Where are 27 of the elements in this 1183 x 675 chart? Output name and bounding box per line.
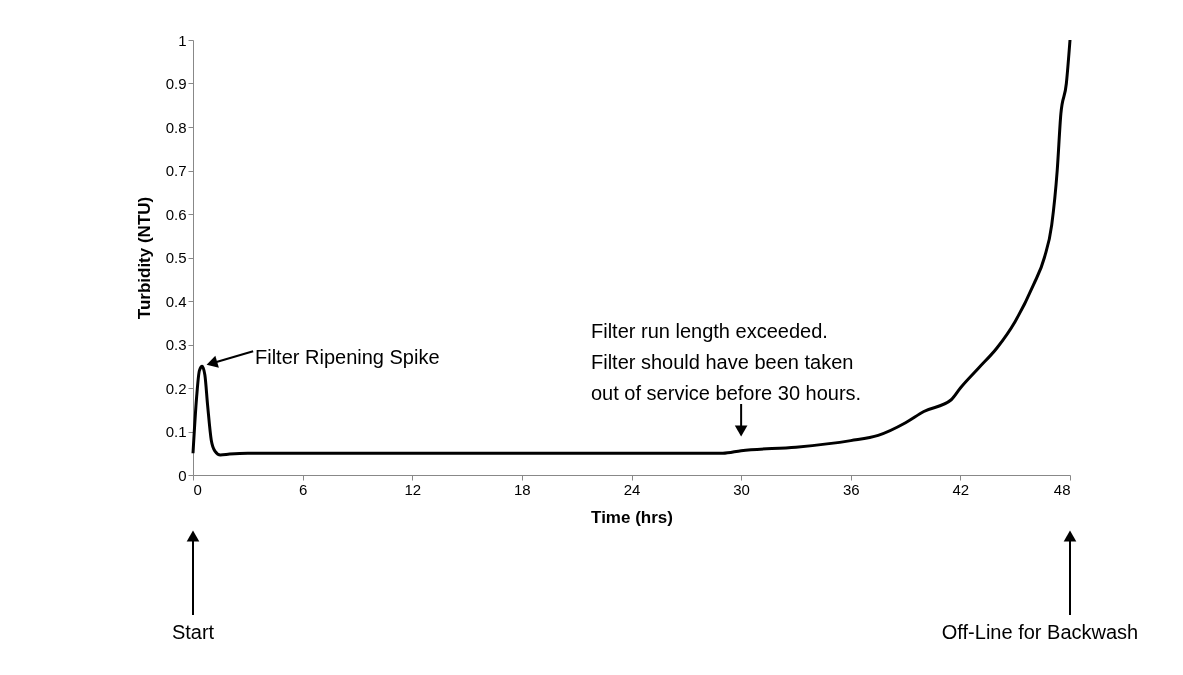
y-tick-label: 0.1 <box>165 423 187 440</box>
x-tick-label: 36 <box>842 480 860 498</box>
y-tick-label: 0.6 <box>165 205 187 223</box>
x-tick-label: 18 <box>514 480 531 498</box>
y-tick-label: 1 <box>178 31 187 49</box>
y-tick-label: 0.8 <box>165 118 187 136</box>
line-series <box>191 38 1072 457</box>
x-tick-label: 24 <box>623 480 641 498</box>
annotation: Filter Ripening Spike <box>255 346 440 368</box>
y-tick-label: 0.3 <box>165 336 187 353</box>
y-tick-label: 0.4 <box>165 292 187 310</box>
annotation: Filter run length exceeded. Filter should have been taken out of service before 30 hours. <box>591 320 862 404</box>
y-axis-title: Turbidity (NTU) <box>134 196 154 320</box>
text: Off-Line for Backwash <box>941 621 1139 643</box>
y-tick-label: 0.9 <box>165 75 187 92</box>
x-tick-label: 42 <box>952 480 970 498</box>
x-tick-label: 30 <box>733 480 750 498</box>
x-tick-label: 6 <box>298 480 308 498</box>
text: Start <box>171 621 215 643</box>
y-tick-label: 0 <box>178 466 187 484</box>
x-axis-title: Time (hrs) <box>591 507 673 527</box>
x-tick-label: 12 <box>404 480 422 498</box>
y-tick-label: 0.2 <box>165 379 187 397</box>
y-tick-label: 0.5 <box>165 249 187 266</box>
x-tick-label: 0 <box>193 480 202 498</box>
y-tick-label: 0.7 <box>165 162 187 179</box>
x-tick-label: 48 <box>1053 480 1071 498</box>
